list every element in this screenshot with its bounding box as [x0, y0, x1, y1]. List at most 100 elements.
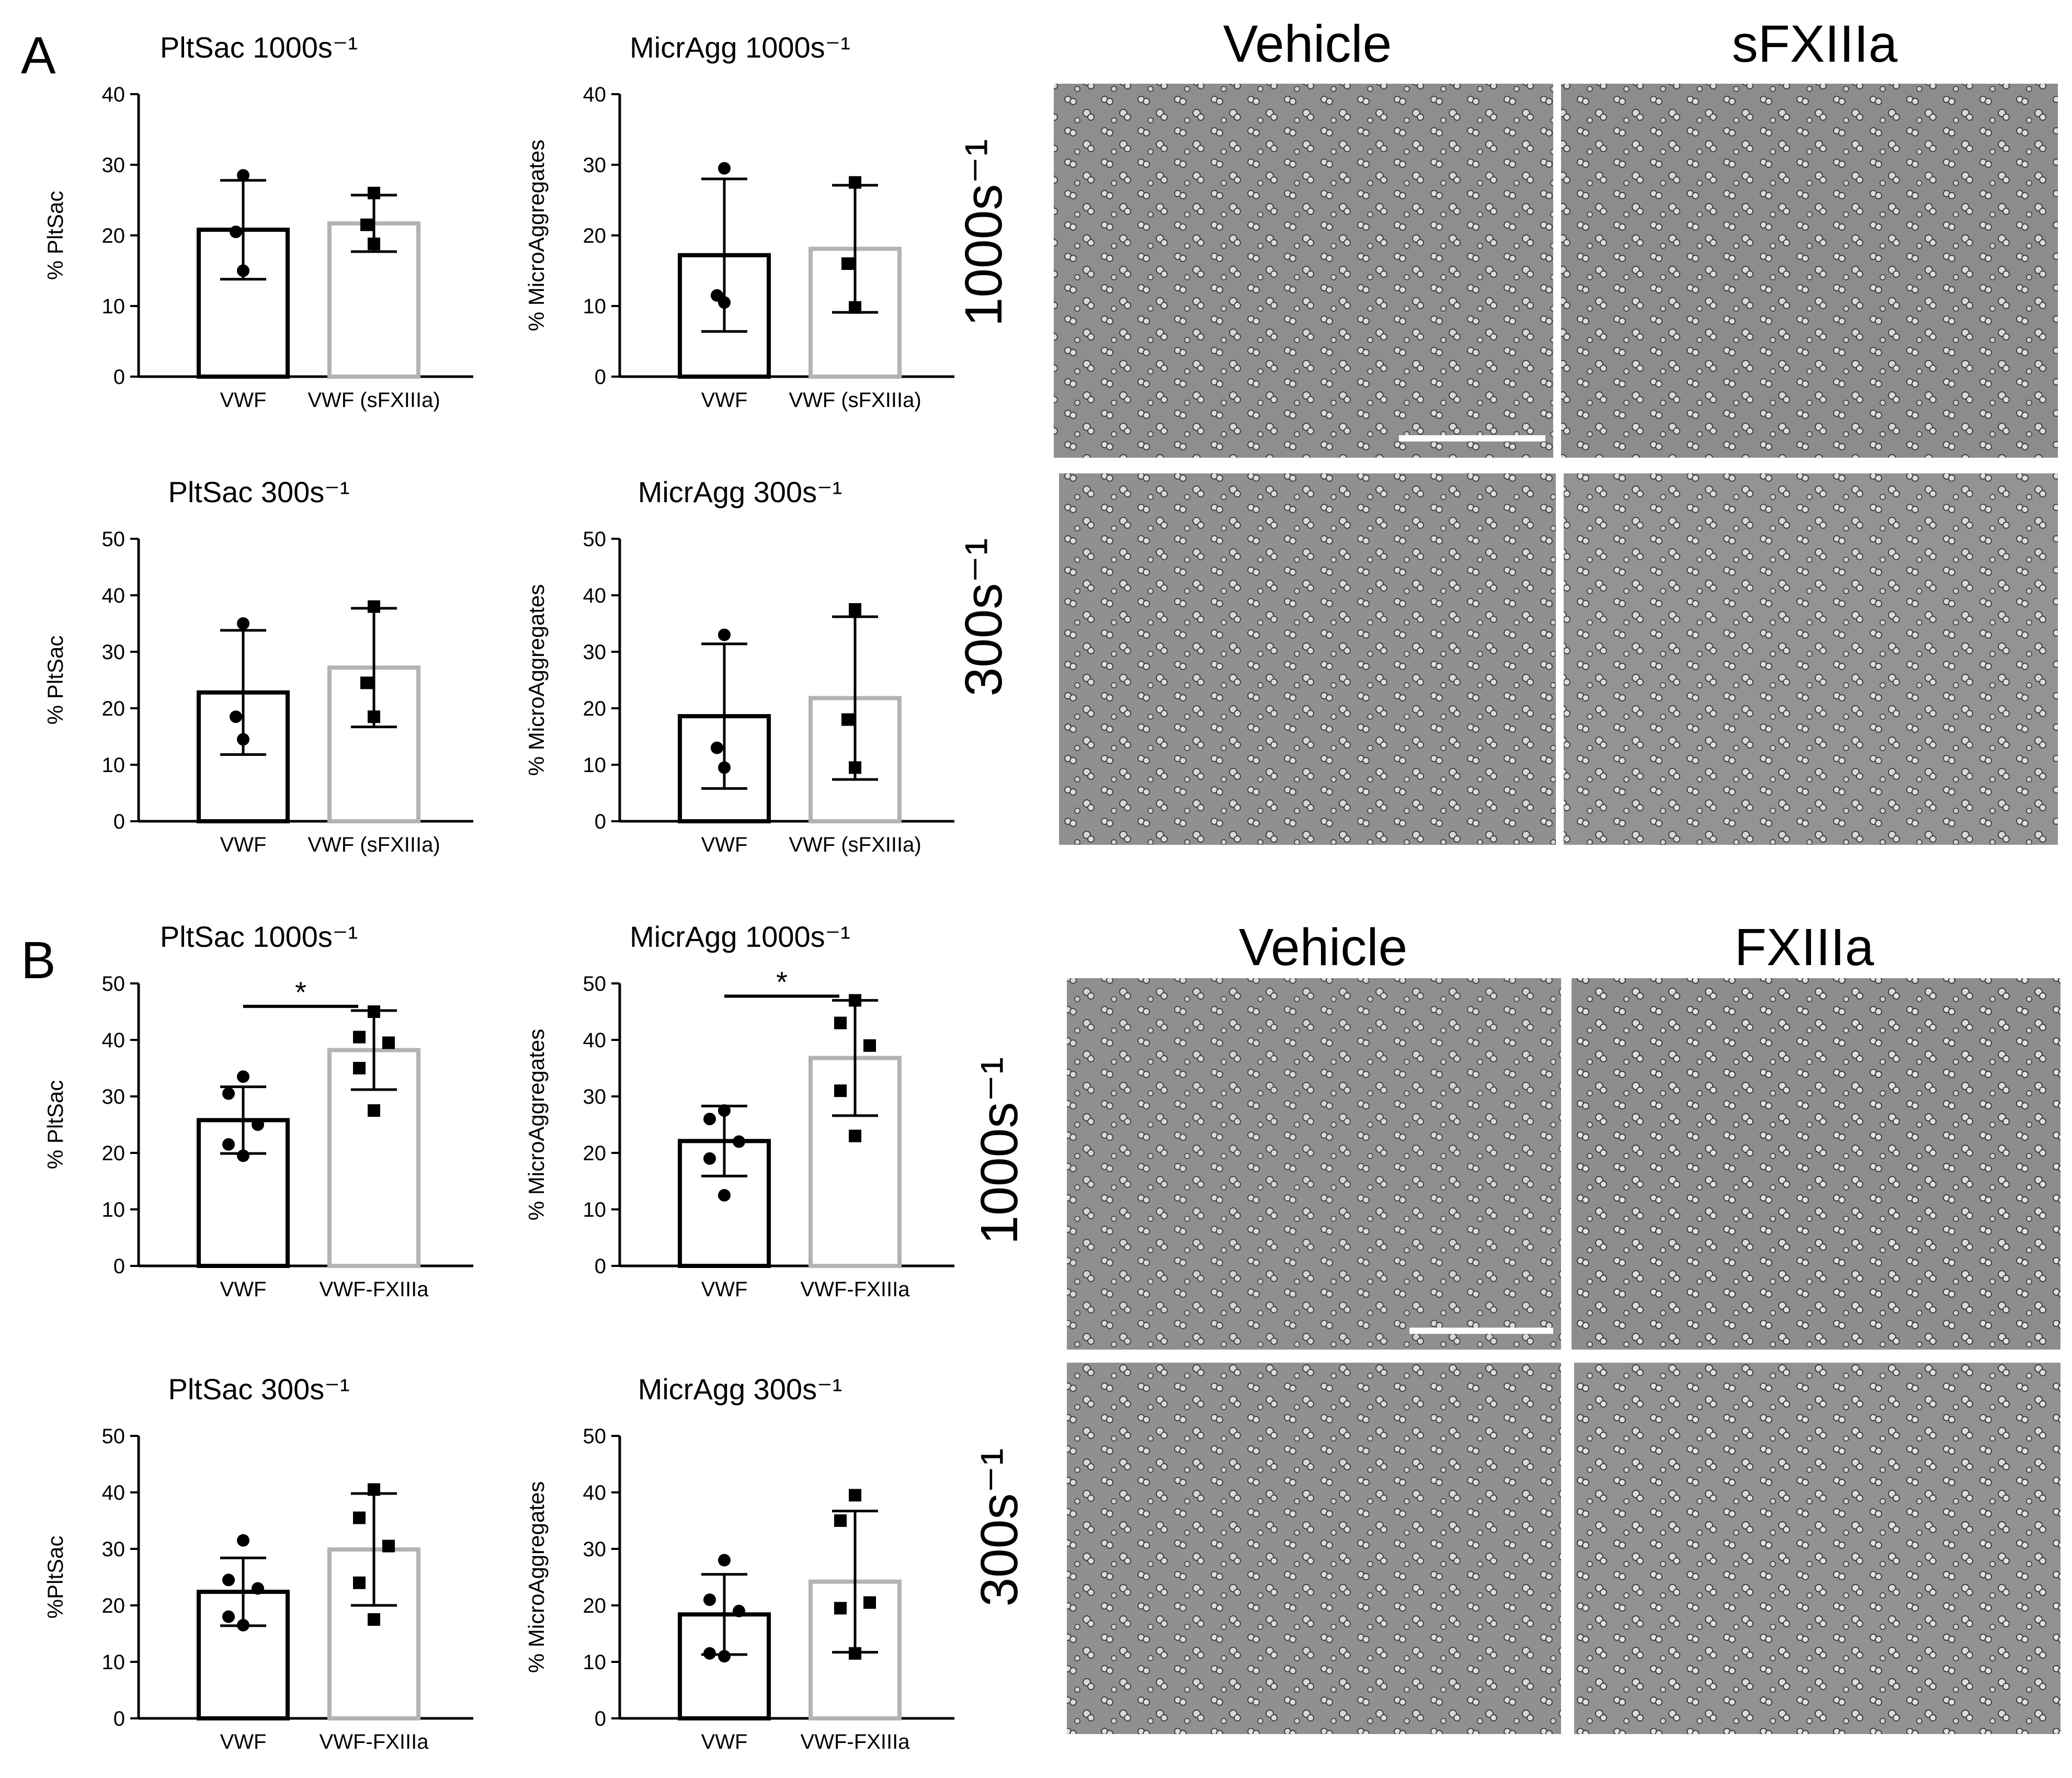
y-tick-label: 20 [583, 1594, 607, 1617]
column-header-vehicle-b: Vehicle [1239, 918, 1407, 977]
y-tick-label: 10 [102, 1651, 126, 1674]
data-point [849, 761, 861, 774]
chart-title: PltSac 300s⁻¹ [168, 475, 349, 508]
panel-label-a: A [21, 26, 56, 85]
y-tick-label: 0 [113, 810, 125, 833]
data-point [368, 187, 380, 199]
significance-marker: * [776, 965, 788, 998]
data-point [368, 1613, 380, 1626]
micrograph-b-fxiiia-1000 [1572, 978, 2060, 1350]
data-point [718, 296, 731, 309]
x-category-label: VWF-FXIIIa [801, 1730, 910, 1753]
y-tick-label: 30 [583, 1538, 607, 1561]
y-tick-label: 10 [102, 754, 126, 777]
data-point [834, 1602, 847, 1615]
column-header-sfxiiia: sFXIIIa [1732, 15, 1898, 73]
data-point [237, 1149, 249, 1162]
micrograph-b-vehicle-300 [1067, 1363, 1561, 1734]
y-tick-label: 40 [102, 1481, 126, 1504]
data-point [353, 1062, 366, 1074]
data-point [222, 1573, 235, 1587]
y-tick-label: 10 [583, 295, 607, 318]
data-point [230, 710, 242, 723]
y-tick-label: 50 [102, 972, 126, 995]
data-point [237, 1534, 249, 1547]
data-point [718, 1554, 731, 1567]
data-point [360, 218, 373, 231]
y-tick-label: 50 [583, 972, 607, 995]
y-tick-label: 0 [595, 1707, 606, 1730]
micrograph-grid-a: Vehicle sFXIIIa 1000s⁻¹ 300s⁻¹ [954, 15, 2058, 845]
x-category-label: VWF [701, 1278, 748, 1301]
y-tick-label: 0 [113, 1255, 125, 1278]
chart-title: PltSac 1000s⁻¹ [160, 31, 358, 64]
micrograph-grid-b: Vehicle FXIIIa 1000s⁻¹ 300s⁻¹ [970, 918, 2060, 1734]
y-tick-label: 50 [583, 1425, 607, 1448]
data-point [222, 1138, 235, 1151]
data-point [703, 1113, 716, 1126]
y-tick-label: 50 [583, 528, 607, 551]
x-category-label: VWF (sFXIIIa) [789, 389, 921, 412]
scale-bar-a [1399, 435, 1545, 441]
y-tick-label: 30 [102, 1085, 126, 1108]
chart-b-micragg-1000: MicrAgg 1000s⁻¹ % MicroAggregates 0 10 20 30 4… [524, 920, 954, 1301]
y-tick-label: 30 [102, 641, 126, 664]
y-tick-label: 0 [595, 366, 606, 389]
x-category-label: VWF [220, 1278, 267, 1301]
y-tick-label: 20 [102, 1142, 126, 1165]
y-tick-label: 20 [583, 224, 607, 247]
y-tick-label: 50 [102, 1425, 126, 1448]
y-axis-label: % MicroAggregates [524, 140, 549, 332]
column-header-vehicle-a: Vehicle [1223, 15, 1392, 73]
y-tick-label: 10 [583, 1651, 607, 1674]
scale-bar-b [1409, 1328, 1553, 1334]
row-header-1000-a: 1000s⁻¹ [954, 139, 1013, 327]
data-point [718, 1104, 731, 1117]
chart-b-pltsac-300: PltSac 300s⁻¹ %PltSac 0 10 20 30 40 50 VWF VWF-FX… [43, 1373, 473, 1753]
x-category-label: VWF [701, 833, 748, 856]
chart-a-micragg-300: MicrAgg 300s⁻¹ % MicroAggregates 0 10 20 30 40… [524, 475, 954, 856]
data-point [863, 1039, 876, 1052]
y-axis-label: % PltSac [43, 1080, 67, 1169]
data-point [703, 1647, 716, 1660]
y-tick-label: 0 [113, 366, 125, 389]
data-point [834, 1514, 847, 1527]
y-tick-label: 20 [583, 697, 607, 720]
data-point [863, 1596, 876, 1609]
y-tick-label: 30 [583, 154, 607, 177]
y-tick-label: 40 [583, 1029, 607, 1052]
y-tick-label: 0 [595, 1255, 606, 1278]
y-tick-label: 0 [595, 810, 606, 833]
y-axis-label: % MicroAggregates [524, 1029, 549, 1221]
data-point [834, 1084, 847, 1097]
data-point [718, 628, 731, 641]
row-header-1000-b: 1000s⁻¹ [970, 1057, 1029, 1245]
data-point [237, 1618, 249, 1632]
chart-a-micragg-1000: MicrAgg 1000s⁻¹ % MicroAggregates 0 10 20 30 4… [524, 31, 954, 412]
data-point [368, 600, 380, 613]
x-category-label: VWF [701, 1730, 748, 1753]
data-point [237, 169, 249, 182]
chart-a-pltsac-300: PltSac 300s⁻¹ % PltSac 0 10 20 30 40 50 VWF VWF (… [43, 475, 473, 856]
data-point [353, 1030, 366, 1044]
y-tick-label: 50 [102, 528, 126, 551]
x-category-label: VWF-FXIIIa [320, 1730, 429, 1753]
y-tick-label: 20 [583, 1142, 607, 1165]
micrograph-b-vehicle-1000 [1067, 978, 1561, 1350]
panel-label-b: B [21, 931, 56, 990]
data-point [718, 1189, 731, 1202]
data-point [703, 1593, 716, 1606]
x-category-label: VWF [701, 389, 748, 412]
x-category-label: VWF [220, 833, 267, 856]
y-axis-label: %PltSac [43, 1536, 67, 1619]
data-point [703, 1152, 716, 1165]
data-point [252, 1118, 264, 1131]
data-point [237, 617, 249, 630]
data-point [733, 1135, 745, 1148]
y-tick-label: 40 [102, 584, 126, 607]
chart-title: MicrAgg 300s⁻¹ [638, 1373, 843, 1406]
data-point [849, 994, 861, 1007]
data-point [237, 1070, 249, 1083]
data-point [353, 1576, 366, 1589]
